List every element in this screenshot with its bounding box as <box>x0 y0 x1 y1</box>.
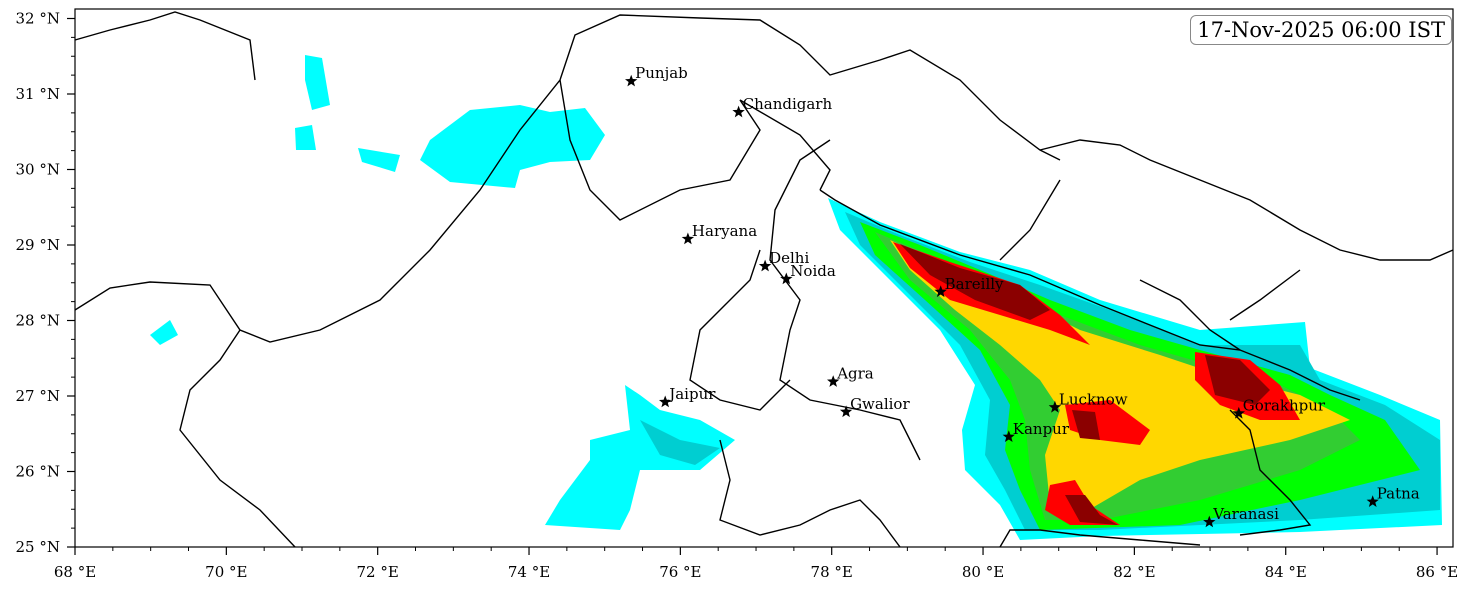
map-frame <box>74 8 1454 548</box>
city-label: Varanasi <box>1212 505 1279 523</box>
fog-contour-region <box>900 244 1050 320</box>
star-icon <box>625 74 638 87</box>
x-tick-label: 84 °E <box>1265 563 1307 581</box>
boundary-line <box>1229 269 1301 321</box>
city-label: Chandigarh <box>743 95 833 113</box>
star-icon <box>659 395 672 408</box>
city-label: Punjab <box>635 64 688 82</box>
x-tick-label: 82 °E <box>1113 563 1155 581</box>
fog-contour-region <box>305 55 330 110</box>
boundary-line <box>819 189 1361 401</box>
star-icon <box>934 285 947 298</box>
y-tick-label: 30 °N <box>16 161 60 179</box>
city-lucknow: Lucknow <box>1048 390 1128 413</box>
city-punjab: Punjab <box>625 64 688 87</box>
city-label: Bareilly <box>945 275 1004 293</box>
y-tick-label: 28 °N <box>16 312 60 330</box>
star-icon <box>1232 406 1245 419</box>
fog-contour-region <box>295 125 316 150</box>
boundary-line <box>179 329 296 548</box>
city-varanasi: Varanasi <box>1203 505 1279 528</box>
city-label: Gorakhpur <box>1243 396 1326 414</box>
star-icon <box>827 375 840 387</box>
star-icon <box>681 232 695 245</box>
star-icon <box>1002 430 1015 442</box>
star-icon <box>780 272 793 285</box>
axis-ticks: 68 °E 70 °E 72 °E 74 °E 76 °E 78 °E 80 °E 82 °E… <box>16 10 1459 582</box>
boundary-line <box>999 529 1201 548</box>
y-tick-label: 26 °N <box>16 463 60 481</box>
star-icon <box>1203 515 1216 528</box>
star-icon <box>839 405 853 418</box>
fog-contour-region <box>545 385 735 530</box>
boundary-line <box>769 139 921 461</box>
city-label: Haryana <box>692 222 757 240</box>
city-label: Jaipur <box>667 385 716 403</box>
x-tick-label: 76 °E <box>659 563 701 581</box>
city-bareilly: Bareilly <box>934 275 1004 298</box>
city-patna: Patna <box>1366 485 1420 507</box>
boundary-line <box>74 11 256 81</box>
y-tick-label: 29 °N <box>16 236 60 254</box>
boundary-line <box>74 14 1061 343</box>
x-tick-label: 74 °E <box>508 563 550 581</box>
city-noida: Noida <box>780 262 836 285</box>
city-label: Kanpur <box>1013 420 1070 438</box>
boundary-line <box>999 179 1061 261</box>
fog-contour-region <box>358 148 400 172</box>
city-gwalior: Gwalior <box>839 395 910 418</box>
x-tick-label: 70 °E <box>205 563 247 581</box>
boundary-line <box>719 439 901 548</box>
city-label: Delhi <box>769 249 809 267</box>
city-gorakhpur: Gorakhpur <box>1232 396 1326 419</box>
y-tick-label: 27 °N <box>16 387 60 405</box>
city-haryana: Haryana <box>681 222 757 245</box>
city-label: Patna <box>1377 485 1420 503</box>
x-tick-label: 80 °E <box>962 563 1004 581</box>
boundary-line <box>1139 279 1241 351</box>
y-tick-label: 31 °N <box>16 85 60 103</box>
fog-contour-region <box>1065 495 1118 525</box>
city-label: Agra <box>836 365 874 383</box>
boundary-line <box>689 249 791 411</box>
star-icon <box>1366 495 1379 507</box>
star-icon <box>732 105 745 118</box>
city-agra: Agra <box>827 365 874 387</box>
fog-contour-region <box>1205 355 1270 405</box>
boundary-line <box>1229 409 1312 536</box>
fog-contour-region <box>150 320 178 345</box>
city-delhi: Delhi <box>758 249 809 272</box>
fog-contour-region <box>1072 410 1100 440</box>
fog-contour-region <box>420 105 605 188</box>
x-tick-label: 72 °E <box>357 563 399 581</box>
city-label: Noida <box>790 262 836 280</box>
timestamp-label: 17-Nov-2025 06:00 IST <box>1190 15 1452 45</box>
city-chandigarh: Chandigarh <box>732 95 833 118</box>
x-tick-label: 86 °E <box>1416 563 1458 581</box>
star-icon <box>1048 400 1062 413</box>
fog-contour-region <box>640 420 720 465</box>
y-tick-label: 32 °N <box>16 10 60 28</box>
city-kanpur: Kanpur <box>1002 420 1070 442</box>
boundary-line <box>1039 139 1454 261</box>
city-jaipur: Jaipur <box>659 385 716 408</box>
state-borders <box>74 11 1454 548</box>
fog-contours <box>150 55 1442 540</box>
city-label: Lucknow <box>1059 390 1128 408</box>
star-icon <box>758 259 772 272</box>
y-tick-label: 25 °N <box>16 538 60 556</box>
x-tick-label: 68 °E <box>54 563 96 581</box>
city-label: Gwalior <box>850 395 910 413</box>
x-tick-label: 78 °E <box>811 563 853 581</box>
boundary-line <box>559 79 831 221</box>
